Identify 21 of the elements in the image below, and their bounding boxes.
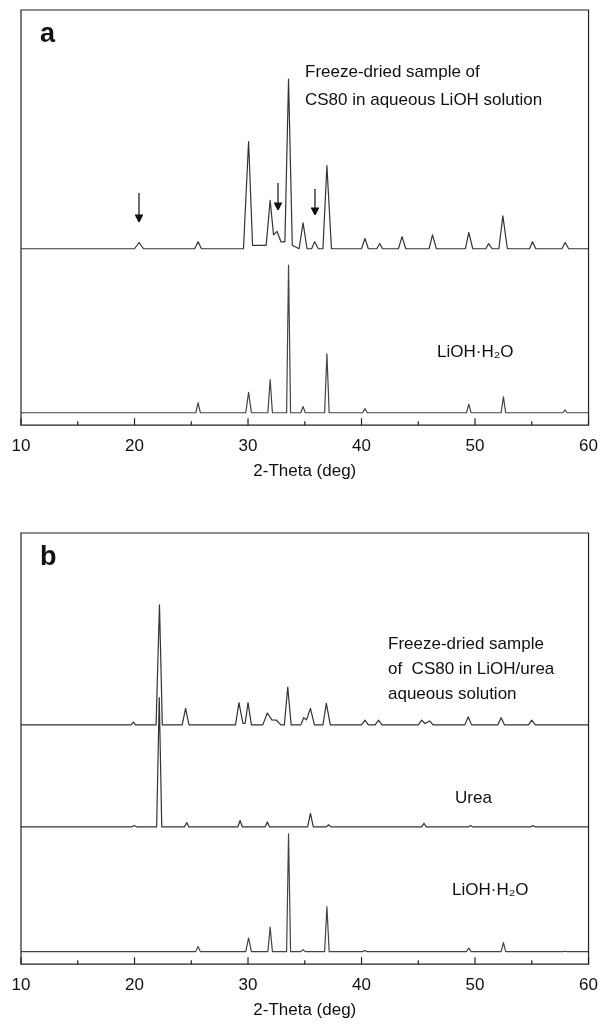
x-tick-label: 20: [125, 975, 144, 995]
x-tick-label: 10: [11, 975, 31, 995]
text: LiOH·H₂O: [452, 880, 529, 900]
chart-title: a: [40, 18, 56, 48]
x-tick-label: 60: [579, 436, 599, 456]
x-tick-label: 30: [238, 975, 258, 995]
x-tick-label: 60: [579, 975, 599, 995]
x-axis-title: 2-Theta (deg): [253, 461, 357, 481]
series-label: Urea: [455, 787, 493, 807]
x-tick-label: 40: [352, 436, 371, 456]
x-tick-label: 50: [465, 975, 485, 995]
x-tick-label: 50: [465, 436, 485, 456]
x-axis-title: 2-Theta (deg): [253, 1000, 357, 1020]
chart-title: b: [40, 541, 57, 571]
x-tick-label: 10: [11, 436, 31, 456]
series-label: Freeze-dried sample of CS80 in LiOH/urea aqueous solution: [388, 633, 555, 703]
x-tick-label: 20: [125, 436, 144, 456]
x-tick-label: 30: [238, 436, 258, 456]
x-tick-label: 40: [352, 975, 371, 995]
text: LiOH·H₂O: [437, 342, 514, 362]
series-label: Freeze-dried sample of CS80 in aqueous LiOH solution: [305, 62, 543, 110]
